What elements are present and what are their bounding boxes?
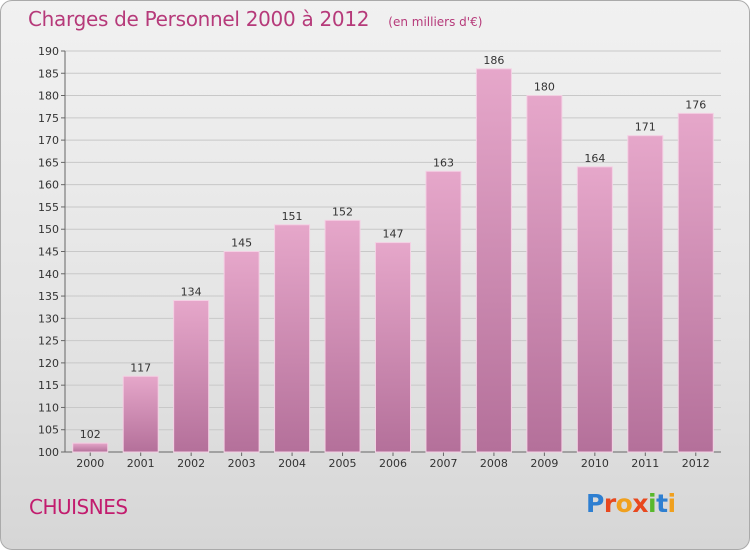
chart-title: Charges de Personnel 2000 à 2012 [28,7,370,31]
label-layer: 102 117 134 145 151 152 147 163 186 180 164 171 176 [80,54,707,441]
logo-letter: P [586,489,604,518]
logo-letter: i [667,489,677,518]
x-tick-label: 2005 [329,457,357,470]
x-tick-label: 2011 [631,457,659,470]
y-tick-label: 150 [38,223,59,236]
y-tick-label: 175 [38,112,59,125]
x-tick-label: 2009 [530,457,558,470]
y-tick-label: 170 [38,134,59,147]
x-tick-label: 2004 [278,457,306,470]
bar [375,242,411,453]
x-tick-label: 2012 [682,457,710,470]
x-tick-label: 2002 [177,457,205,470]
title-row: Charges de Personnel 2000 à 2012 (en mil… [28,7,482,31]
x-tick-label: 2010 [581,457,609,470]
y-tick-label: 105 [38,424,59,437]
data-label: 151 [282,210,303,223]
bar [677,112,714,453]
y-tick-label: 110 [38,401,59,414]
proxiti-logo[interactable]: Proxiti [586,489,676,518]
data-label: 186 [483,54,504,67]
data-label: 145 [231,237,252,250]
y-tick-label: 165 [38,156,59,169]
logo-letter: r [603,489,616,518]
y-tick-label: 125 [38,335,59,348]
data-label: 134 [181,286,202,299]
y-tick-label: 135 [38,290,59,303]
logo-letter: t [656,489,668,518]
x-tick-label: 2008 [480,457,508,470]
data-label: 180 [534,81,555,94]
data-label: 163 [433,156,454,169]
data-label: 171 [635,121,656,134]
y-tick-label: 130 [38,312,59,325]
logo-letter: o [615,489,633,518]
bar [425,170,462,453]
bar [122,375,159,453]
bar [475,68,512,453]
data-label: 117 [130,361,151,374]
bar [627,135,664,453]
bar [526,95,563,453]
bar [576,166,613,453]
x-tick-label: 2001 [127,457,155,470]
y-tick-label: 155 [38,201,59,214]
y-tick-label: 140 [38,268,59,281]
logo-letter: i [648,489,657,518]
data-label: 176 [685,98,706,111]
y-tick-label: 100 [38,446,59,459]
x-tick-label: 2003 [228,457,256,470]
y-tick-label: 185 [38,67,59,80]
x-tick-label: 2006 [379,457,407,470]
x-tick-label: 2000 [76,457,104,470]
chart-subtitle: (en milliers d'€) [388,15,483,29]
x-tick-label: 2007 [429,457,457,470]
bar [223,251,260,453]
bar [72,442,109,453]
y-tick-label: 120 [38,357,59,370]
data-label: 147 [383,228,404,241]
y-tick-label: 115 [38,379,59,392]
bar [173,300,210,453]
axis-layer: 100 105 110 115 120 125 130 135 140 145 150 155 160 1… [38,45,721,470]
bar [274,224,311,453]
data-label: 164 [584,152,605,165]
commune-name: CHUISNES [29,495,128,519]
data-label: 152 [332,205,353,218]
y-tick-label: 180 [38,90,59,103]
y-tick-label: 145 [38,246,59,259]
data-label: 102 [80,428,101,441]
logo-letter: x [632,489,648,518]
bar [324,219,361,453]
y-tick-label: 160 [38,179,59,192]
y-tick-label: 190 [38,45,59,58]
bar-layer [72,68,714,453]
